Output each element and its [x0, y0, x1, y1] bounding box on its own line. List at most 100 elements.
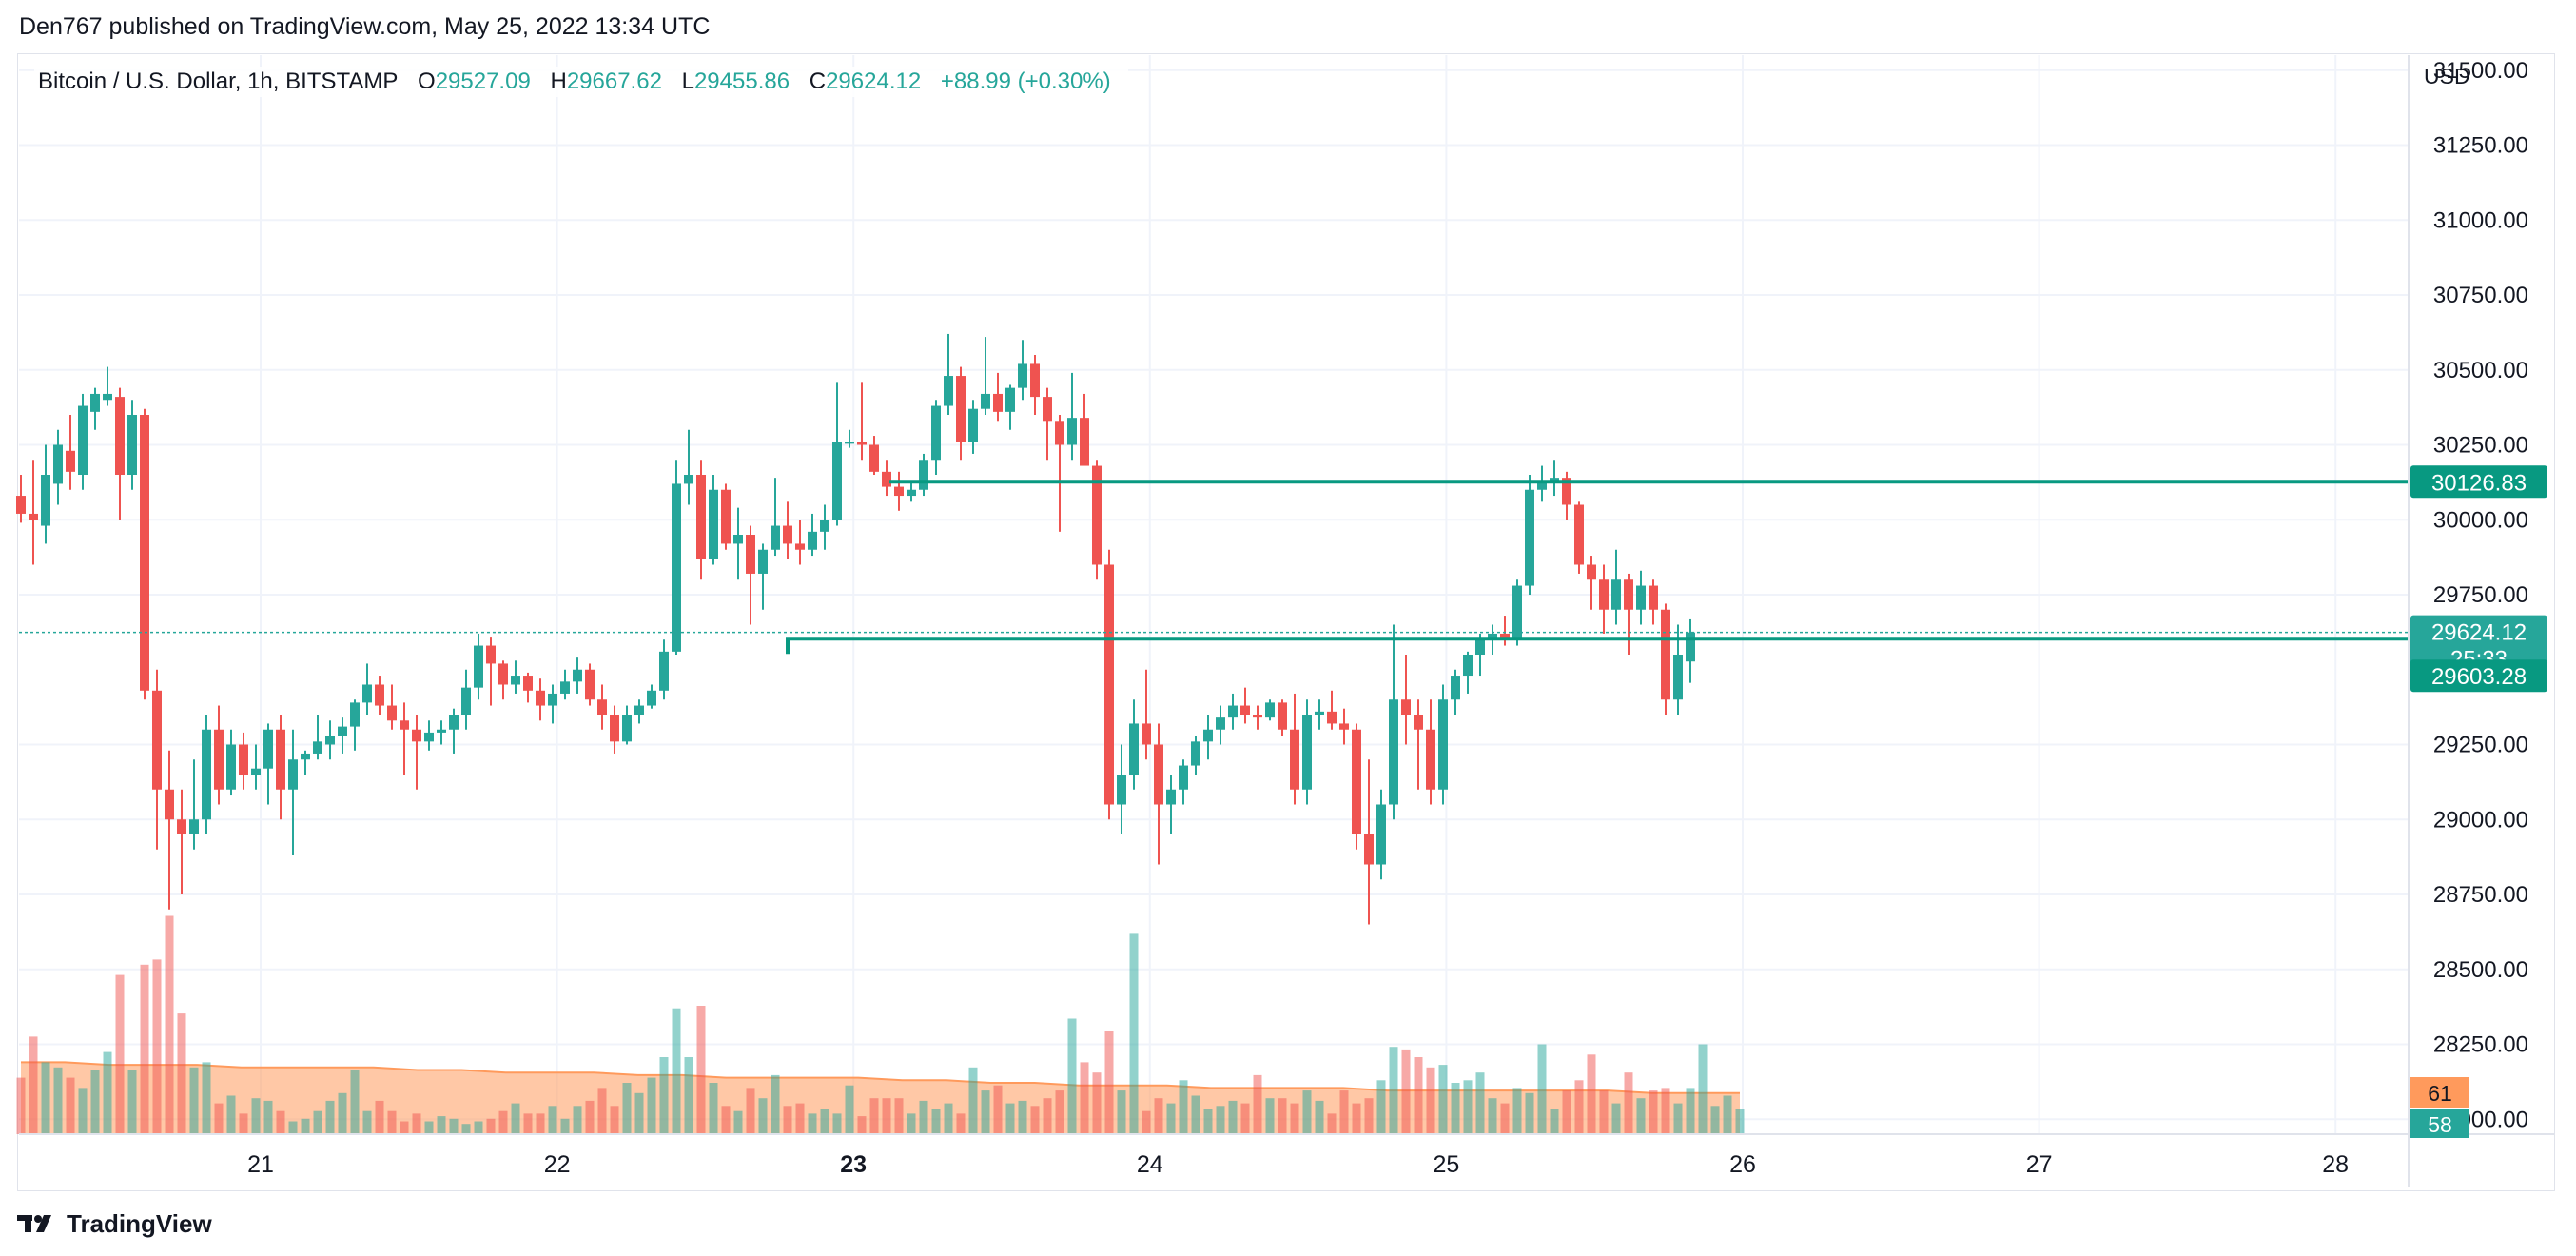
- candle-body: [1191, 741, 1200, 766]
- candle-body: [375, 684, 384, 706]
- candle-body: [1265, 702, 1275, 718]
- tradingview-logo-icon: [17, 1215, 51, 1232]
- candle-body: [857, 442, 867, 445]
- candle-body: [795, 543, 805, 550]
- candle-body: [400, 720, 409, 730]
- candle-body: [1587, 564, 1596, 580]
- volume-bar: [981, 1090, 990, 1134]
- volume-bar: [536, 1113, 545, 1134]
- volume-bar: [1302, 1090, 1312, 1134]
- volume-bar: [53, 1067, 63, 1134]
- candle-body: [263, 729, 273, 769]
- volume-bar: [325, 1100, 335, 1134]
- volume-bar: [202, 1062, 211, 1134]
- volume-bar: [1562, 1090, 1571, 1134]
- candle-body: [214, 729, 224, 790]
- last-price-badge: [2410, 615, 2547, 675]
- candle-body: [981, 393, 990, 409]
- volume-bar: [511, 1103, 520, 1134]
- candle-body: [1636, 585, 1646, 610]
- volume-badge-text: 58: [2428, 1112, 2452, 1137]
- candle-body: [783, 525, 792, 544]
- price-chart[interactable]: USD 31500.00 31250.00 31000.00 30750.00 3050…: [0, 0, 2576, 1199]
- volume-bar: [1240, 1103, 1250, 1134]
- time-tick-label: 26: [1729, 1151, 1756, 1178]
- volume-bar: [1438, 1065, 1448, 1134]
- volume-bar: [115, 974, 125, 1134]
- chart-frame[interactable]: [17, 53, 2555, 1191]
- candle-body: [1030, 363, 1040, 398]
- candle-body: [634, 705, 644, 715]
- candle-body: [1228, 705, 1238, 718]
- price-axis[interactable]: 31500.00 31250.00 31000.00 30750.00 30500.00…: [2433, 58, 2528, 1133]
- candle-body: [41, 475, 50, 526]
- volume-bar: [1179, 1080, 1188, 1134]
- volume-bar: [1574, 1080, 1584, 1134]
- volume-bar: [1537, 1044, 1547, 1134]
- volume-bar: [1154, 1098, 1163, 1134]
- candle-body: [53, 444, 63, 484]
- candle-body: [127, 415, 137, 475]
- candle-body: [498, 663, 508, 685]
- candle-body: [1067, 418, 1077, 445]
- candle-body: [1203, 729, 1213, 742]
- candle-body: [597, 699, 607, 715]
- time-tick-label: 22: [544, 1151, 571, 1178]
- candle-body: [1104, 564, 1114, 805]
- candle-body: [733, 535, 743, 544]
- volume-bar: [696, 1006, 706, 1134]
- price-tick-label: 30000.00: [2433, 507, 2528, 533]
- volume-bar: [548, 1106, 557, 1134]
- resistance-price-badge: [2410, 465, 2547, 499]
- candle-body: [1389, 699, 1398, 805]
- candle-body: [1339, 723, 1349, 730]
- volume-bar: [1624, 1072, 1633, 1134]
- candle-body: [585, 669, 595, 700]
- candle-body: [1278, 702, 1287, 730]
- candle-body: [461, 687, 471, 715]
- volume-bar: [597, 1088, 607, 1134]
- volume-bar: [882, 1098, 891, 1134]
- volume-bar: [103, 1051, 112, 1134]
- volume-bar: [189, 1067, 199, 1134]
- volume-bar: [1117, 1090, 1126, 1134]
- candle-body: [882, 471, 891, 487]
- volume-bar: [659, 1057, 669, 1134]
- candle-body: [1018, 363, 1027, 388]
- candle-body: [1240, 705, 1250, 715]
- candle-body: [152, 690, 162, 790]
- candle-body: [1525, 489, 1534, 586]
- volume-bar: [993, 1085, 1003, 1134]
- candle-body: [1500, 633, 1510, 640]
- publisher-line: Den767 published on TradingView.com, May…: [19, 13, 711, 40]
- candle-body: [1537, 481, 1547, 490]
- time-tick-label: 21: [247, 1151, 274, 1178]
- volume-bar: [400, 1121, 409, 1134]
- candle-body: [1438, 699, 1448, 790]
- candle-body: [387, 705, 397, 721]
- symbol-title[interactable]: Bitcoin / U.S. Dollar, 1h, BITSTAMP: [38, 69, 399, 94]
- volume-bar: [1488, 1098, 1497, 1134]
- volume-bar: [437, 1116, 446, 1134]
- candle-body: [474, 645, 483, 688]
- tradingview-footer[interactable]: TradingView: [17, 1207, 212, 1241]
- candle-body: [894, 486, 904, 497]
- volume-bar: [461, 1124, 471, 1134]
- volume-bar: [1451, 1083, 1460, 1134]
- candle-body: [1315, 711, 1324, 715]
- volume-bar: [1005, 1103, 1015, 1134]
- low-label: L: [681, 69, 694, 94]
- volume-bar: [845, 1085, 854, 1134]
- candle-body: [1352, 729, 1361, 834]
- candle-body: [437, 729, 446, 733]
- time-axis[interactable]: 21 22 23 24 25 26 27 28: [247, 1151, 2349, 1178]
- volume-bar: [1067, 1018, 1077, 1134]
- candle-body: [746, 535, 755, 574]
- volume-bar: [869, 1098, 879, 1134]
- price-tick-label: 29000.00: [2433, 807, 2528, 833]
- candle-body: [1129, 723, 1139, 775]
- candle-body: [29, 513, 38, 520]
- volume-bar: [907, 1113, 916, 1134]
- volume-bar: [239, 1113, 248, 1134]
